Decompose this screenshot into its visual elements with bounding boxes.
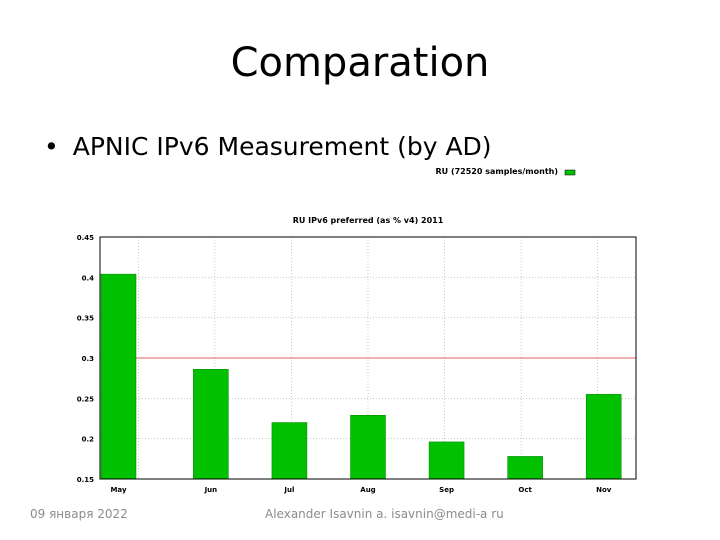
x-tick-label: Nov (596, 486, 612, 494)
y-tick-label: 0.2 (82, 436, 95, 444)
bullet-text: • APNIC IPv6 Measurement (by AD) (44, 132, 492, 161)
slide-title: Comparation (230, 40, 490, 86)
bar (350, 415, 386, 480)
labels-layer: 0.15 0.2 0.25 0.3 0.35 0.4 0.45 May Jun Jul Aug Sep… (77, 234, 612, 494)
x-tick-label: Jun (204, 486, 218, 494)
bar (585, 394, 622, 480)
x-tick-label: May (110, 486, 126, 494)
x-tick-label: Aug (360, 486, 375, 494)
bar (428, 441, 465, 480)
x-tick-label: Jul (283, 486, 294, 494)
x-tick-label: Oct (518, 486, 532, 494)
legend-label: RU (72520 samples/month) (436, 167, 559, 176)
footer-date: 09 января 2022 (30, 507, 128, 521)
bar (507, 456, 543, 480)
chart-title: RU IPv6 preferred (as % v4) 2011 (293, 216, 444, 225)
x-tick-label: Sep (439, 486, 454, 494)
y-tick-label: 0.35 (77, 315, 94, 323)
y-tick-label: 0.15 (77, 476, 94, 484)
legend-swatch (564, 169, 576, 176)
y-tick-label: 0.4 (82, 274, 95, 282)
bar (193, 369, 229, 480)
bullet-label: APNIC IPv6 Measurement (by AD) (72, 132, 492, 161)
axes-layer (99, 236, 637, 480)
bullet-marker: • (44, 132, 59, 161)
y-tick-label: 0.45 (77, 234, 94, 242)
y-tick-label: 0.3 (82, 355, 95, 363)
bars-layer (100, 273, 622, 480)
bar (271, 422, 308, 480)
plot-frame (99, 236, 637, 480)
footer-author: Alexander Isavnin a. isavnin@medi-a ru (265, 507, 504, 521)
y-tick-label: 0.25 (77, 395, 94, 403)
bar (100, 273, 137, 480)
